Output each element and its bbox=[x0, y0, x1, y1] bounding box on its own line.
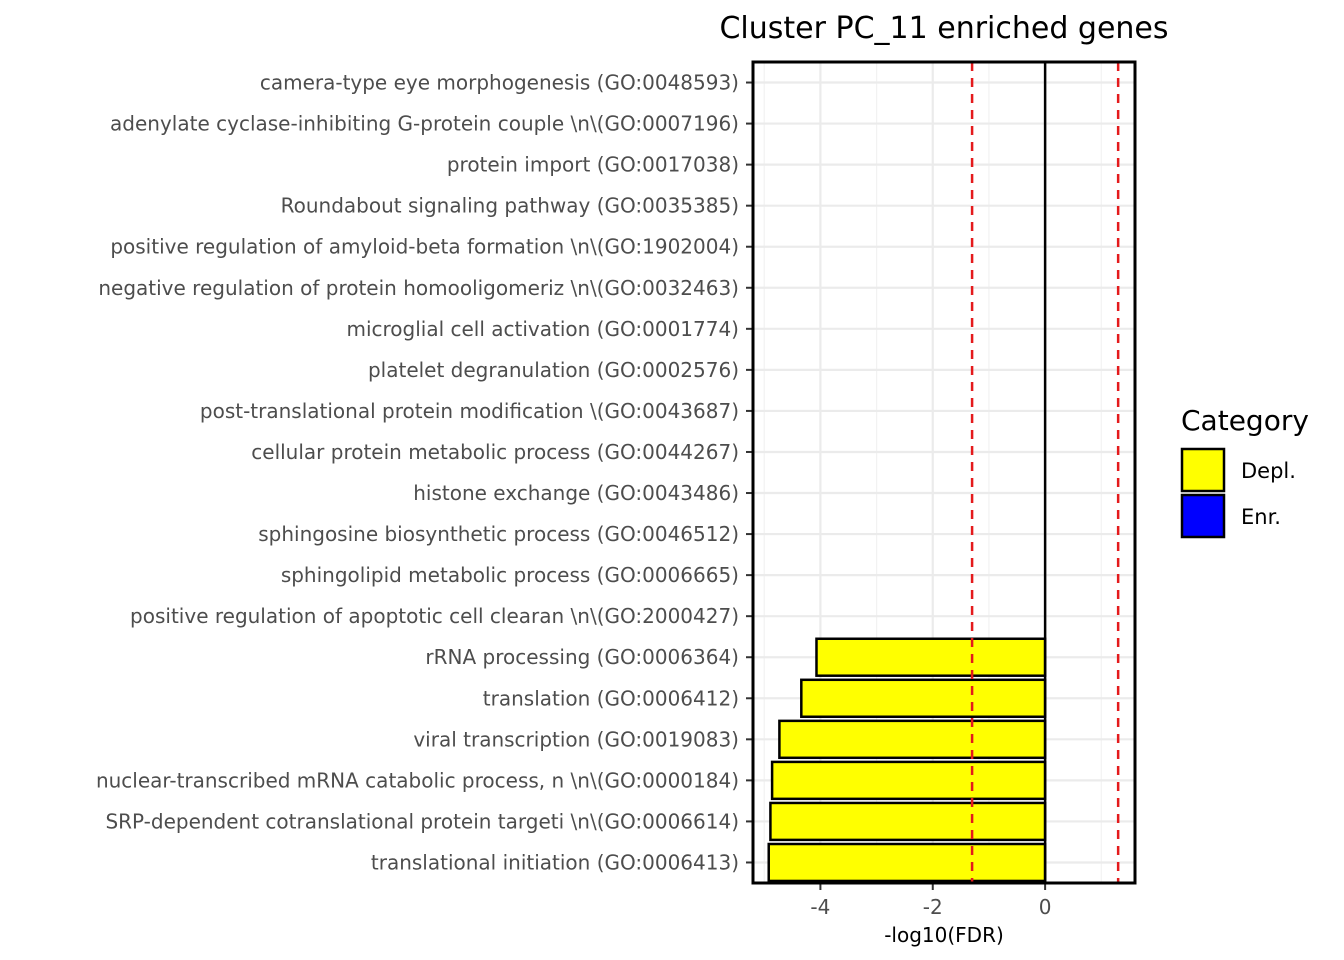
bar bbox=[769, 801, 1047, 842]
y-tick-labels: camera-type eye morphogenesis (GO:004859… bbox=[96, 71, 753, 874]
x-axis-label: -log10(FDR) bbox=[884, 923, 1004, 947]
y-tick-label: sphingosine biosynthetic process (GO:004… bbox=[258, 522, 739, 546]
bar bbox=[815, 637, 1047, 677]
y-tick-label: SRP-dependent cotranslational protein ta… bbox=[105, 809, 739, 833]
y-tick-label: adenylate cyclase-inhibiting G-protein c… bbox=[110, 112, 739, 136]
y-tick-label: translation (GO:0006412) bbox=[483, 686, 739, 710]
y-tick-label: cellular protein metabolic process (GO:0… bbox=[251, 440, 739, 464]
plot-panel bbox=[753, 62, 1135, 883]
plot-border bbox=[751, 60, 1137, 885]
y-tick-label: translational initiation (GO:0006413) bbox=[371, 850, 739, 874]
y-tick-label: nuclear-transcribed mRNA catabolic proce… bbox=[96, 768, 739, 792]
bar bbox=[778, 719, 1047, 760]
y-tick-label: positive regulation of amyloid-beta form… bbox=[110, 235, 739, 259]
legend-key bbox=[1180, 493, 1226, 539]
legend-label: Depl. bbox=[1241, 459, 1296, 483]
y-tick-label: protein import (GO:0017038) bbox=[447, 153, 739, 177]
y-tick-label: camera-type eye morphogenesis (GO:004859… bbox=[260, 71, 739, 95]
x-tick-label: -4 bbox=[810, 895, 830, 919]
y-tick-label: sphingolipid metabolic process (GO:00066… bbox=[281, 563, 739, 587]
x-tick-label: 0 bbox=[1039, 895, 1052, 919]
reference-lines bbox=[970, 62, 1120, 883]
x-tick-label: -2 bbox=[923, 895, 943, 919]
legend-key bbox=[1180, 447, 1226, 493]
bar bbox=[770, 760, 1047, 801]
y-tick-label: platelet degranulation (GO:0002576) bbox=[368, 358, 739, 382]
y-tick-label: post-translational protein modification … bbox=[200, 399, 739, 423]
y-tick-label: rRNA processing (GO:0006364) bbox=[425, 645, 739, 669]
chart-title: Cluster PC_11 enriched genes bbox=[719, 11, 1168, 46]
y-tick-label: histone exchange (GO:0043486) bbox=[413, 481, 739, 505]
legend-label: Enr. bbox=[1241, 505, 1281, 529]
bar bbox=[800, 678, 1047, 718]
legend-title: Category bbox=[1181, 404, 1309, 437]
y-tick-label: Roundabout signaling pathway (GO:0035385… bbox=[281, 194, 739, 218]
bar bbox=[767, 842, 1047, 883]
y-tick-label: positive regulation of apoptotic cell cl… bbox=[130, 604, 739, 628]
y-tick-label: microglial cell activation (GO:0001774) bbox=[346, 317, 739, 341]
gridlines bbox=[753, 62, 1135, 883]
y-tick-label: negative regulation of protein homooligo… bbox=[98, 276, 739, 300]
legend: Category Depl. Enr. bbox=[1180, 404, 1309, 539]
y-tick-label: viral transcription (GO:0019083) bbox=[413, 727, 739, 751]
